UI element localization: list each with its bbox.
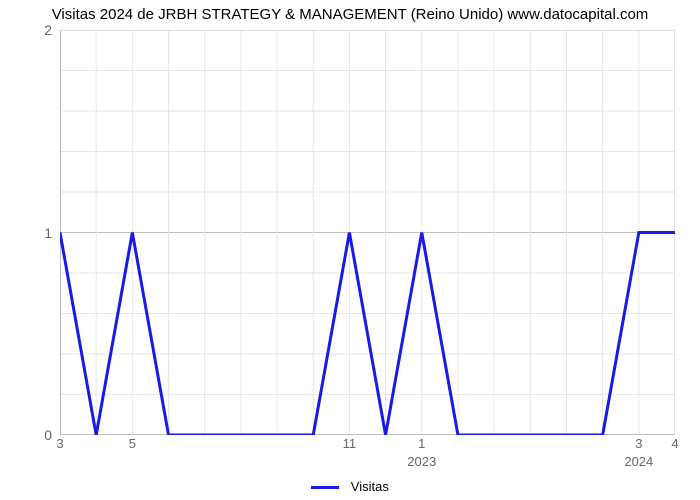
x-tick-label: 1: [418, 436, 425, 451]
legend-label: Visitas: [351, 479, 389, 494]
x-tick-label: 3: [635, 436, 642, 451]
x-tick-label: 4: [671, 436, 678, 451]
x-axis-year-label: 2024: [624, 454, 653, 469]
y-tick-label: 1: [12, 225, 52, 241]
y-tick-label: 2: [12, 22, 52, 38]
legend-swatch: [311, 486, 339, 489]
x-tick-label: 3: [56, 436, 63, 451]
chart-title: Visitas 2024 de JRBH STRATEGY & MANAGEME…: [0, 6, 700, 23]
legend: Visitas: [0, 479, 700, 494]
y-tick-label: 0: [12, 427, 52, 443]
chart-container: { "chart": { "type": "line", "title": "V…: [0, 0, 700, 500]
x-axis-year-labels: 2023 2024: [60, 454, 675, 472]
x-tick-label: 11: [343, 436, 357, 451]
x-axis-year-label: 2023: [407, 454, 436, 469]
x-tick-label: 5: [129, 436, 136, 451]
plot-area: [60, 30, 675, 435]
x-axis-ticks: 3511134: [60, 436, 675, 454]
